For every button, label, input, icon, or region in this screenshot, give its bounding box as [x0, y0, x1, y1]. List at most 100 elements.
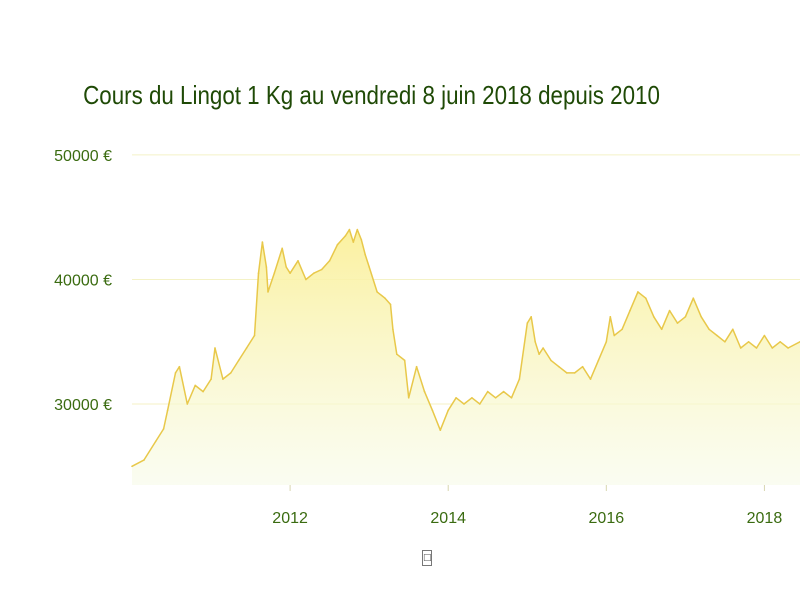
data-point [257, 272, 260, 275]
data-point [348, 228, 351, 231]
x-axis: 2012 2014 2016 2018 [272, 485, 782, 527]
data-point [747, 341, 750, 343]
data-point [143, 459, 145, 461]
data-point [364, 253, 367, 256]
data-point [313, 272, 315, 275]
data-point [486, 390, 489, 393]
data-point [253, 334, 256, 337]
series-layer [131, 228, 800, 485]
y-tick-label: 50000 € [54, 148, 112, 165]
data-point [609, 316, 612, 318]
data-point [542, 347, 544, 349]
data-point [384, 297, 386, 300]
data-point [431, 409, 434, 412]
data-point [162, 428, 165, 430]
data-point [261, 241, 264, 243]
data-point [724, 341, 726, 343]
data-point [202, 390, 204, 393]
x-tick-label: 2018 [747, 510, 783, 527]
data-point [230, 372, 232, 374]
data-point [214, 347, 216, 349]
data-point [455, 397, 457, 399]
data-point [494, 397, 497, 399]
data-point [344, 235, 347, 237]
data-point [389, 303, 392, 306]
data-point [684, 316, 687, 318]
data-point [297, 260, 299, 262]
data-point [771, 347, 774, 349]
x-tick-label: 2014 [430, 510, 466, 527]
series-area [132, 229, 800, 485]
data-point [566, 372, 568, 374]
data-point [210, 378, 212, 380]
data-point [629, 309, 631, 312]
data-point [605, 341, 608, 343]
data-point [787, 347, 789, 349]
data-point [653, 316, 655, 318]
chart-title: Cours du Lingot 1 Kg au vendredi 8 juin … [83, 80, 660, 110]
missing-glyph-icon: □ [422, 550, 432, 566]
data-point [779, 341, 781, 343]
data-point [439, 429, 442, 432]
data-point [471, 397, 473, 399]
data-point [360, 238, 363, 241]
data-point [131, 465, 133, 468]
data-point [174, 372, 177, 374]
data-point [637, 291, 639, 293]
data-point [573, 372, 576, 374]
data-point [403, 359, 406, 362]
data-point [407, 397, 410, 399]
data-point [534, 341, 536, 343]
data-point [356, 228, 359, 231]
data-point [645, 297, 647, 300]
data-point [222, 378, 224, 380]
data-point [186, 403, 189, 405]
data-point [336, 243, 339, 246]
data-point [267, 291, 269, 293]
data-point [708, 328, 710, 331]
data-point [732, 328, 734, 331]
data-point [178, 365, 181, 368]
y-tick-label: 40000 € [54, 272, 112, 289]
data-point [463, 403, 465, 405]
data-point [245, 347, 248, 349]
data-point [265, 266, 268, 268]
data-point [700, 316, 702, 318]
data-point [550, 359, 552, 362]
data-point [305, 278, 307, 281]
data-point [289, 272, 291, 275]
data-point [194, 384, 196, 387]
data-point [613, 334, 615, 337]
data-point [447, 409, 450, 412]
data-point [518, 378, 521, 380]
data-point [668, 309, 671, 312]
data-point [285, 266, 288, 268]
data-point [166, 409, 169, 412]
data-point [396, 353, 398, 356]
data-point [589, 378, 592, 380]
data-point [692, 297, 695, 300]
data-point [763, 334, 766, 337]
data-point [423, 390, 426, 393]
data-point [415, 365, 418, 368]
y-axis: 30000 € 40000 € 50000 € [54, 148, 112, 414]
data-point [526, 322, 529, 324]
data-point [368, 266, 371, 268]
data-point [352, 241, 355, 243]
data-point [328, 260, 331, 262]
data-point [739, 347, 742, 349]
y-tick-label: 30000 € [54, 397, 112, 414]
data-point [530, 316, 532, 318]
data-point [154, 440, 157, 443]
data-point [392, 328, 394, 331]
data-point [376, 291, 378, 293]
data-point [660, 328, 663, 331]
data-point [581, 365, 584, 368]
data-point [237, 359, 240, 362]
data-point [716, 334, 718, 337]
data-point [502, 390, 505, 393]
data-point [676, 322, 679, 324]
data-point [273, 272, 276, 275]
data-point [320, 268, 323, 271]
